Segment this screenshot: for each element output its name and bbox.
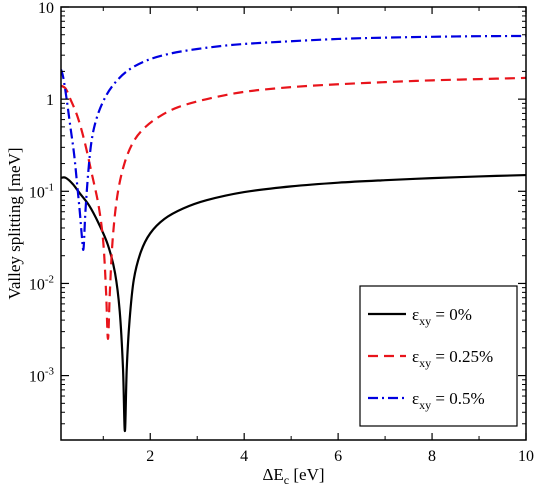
x-axis-label: ΔEc [eV] <box>262 465 324 487</box>
legend-subscript: xy <box>419 356 431 370</box>
x-axis-label-unit: [eV] <box>289 465 324 484</box>
x-tick-label-0: 2 <box>146 448 154 465</box>
y-tick-label-1: 1 <box>46 92 54 109</box>
series-line-1 <box>61 76 526 341</box>
legend-label-0: εxy = 0% <box>412 305 472 328</box>
y-tick-base: 10 <box>29 184 45 201</box>
legend-value: = 0.5% <box>431 389 485 408</box>
y-tick-label-0: 10 <box>38 0 54 17</box>
y-tick-base: 10 <box>29 369 45 386</box>
x-tick-label-3: 8 <box>428 448 436 465</box>
legend-label-1: εxy = 0.25% <box>412 347 493 370</box>
x-tick-label-1: 4 <box>240 448 248 465</box>
y-tick-label-2: 10-1 <box>29 181 54 201</box>
legend-symbol: ε <box>412 347 419 366</box>
y-tick-exponent: -1 <box>45 181 54 193</box>
legend: εxy = 0%εxy = 0.25%εxy = 0.5% <box>359 285 518 427</box>
y-tick-base: 10 <box>29 276 45 293</box>
x-axis-label-main: ΔE <box>262 465 283 484</box>
legend-subscript: xy <box>419 398 431 412</box>
y-tick-exponent: -2 <box>45 273 54 285</box>
y-axis-label: Valley splitting [meV] <box>5 147 24 299</box>
legend-symbol: ε <box>412 389 419 408</box>
legend-label-2: εxy = 0.5% <box>412 389 485 412</box>
x-tick-label-2: 6 <box>334 448 342 465</box>
legend-value: = 0.25% <box>431 347 493 366</box>
series-line-0 <box>61 173 526 433</box>
legend-subscript: xy <box>419 314 431 328</box>
plot-frame <box>60 6 527 441</box>
chart-curves <box>61 34 526 433</box>
y-tick-base: 1 <box>46 92 54 109</box>
x-tick-label-4: 10 <box>518 448 534 465</box>
y-tick-label-3: 10-2 <box>29 273 54 293</box>
legend-box <box>359 285 518 427</box>
legend-symbol: ε <box>412 305 419 324</box>
y-tick-label-4: 10-3 <box>29 366 55 386</box>
legend-value: = 0% <box>431 305 472 324</box>
x-axis-label-sub: c <box>284 473 289 487</box>
y-tick-exponent: -3 <box>45 366 55 378</box>
series-line-2 <box>61 34 526 251</box>
x-axis-ticks: 2 4 6 8 10 <box>102 7 534 465</box>
y-tick-base: 10 <box>38 0 54 17</box>
